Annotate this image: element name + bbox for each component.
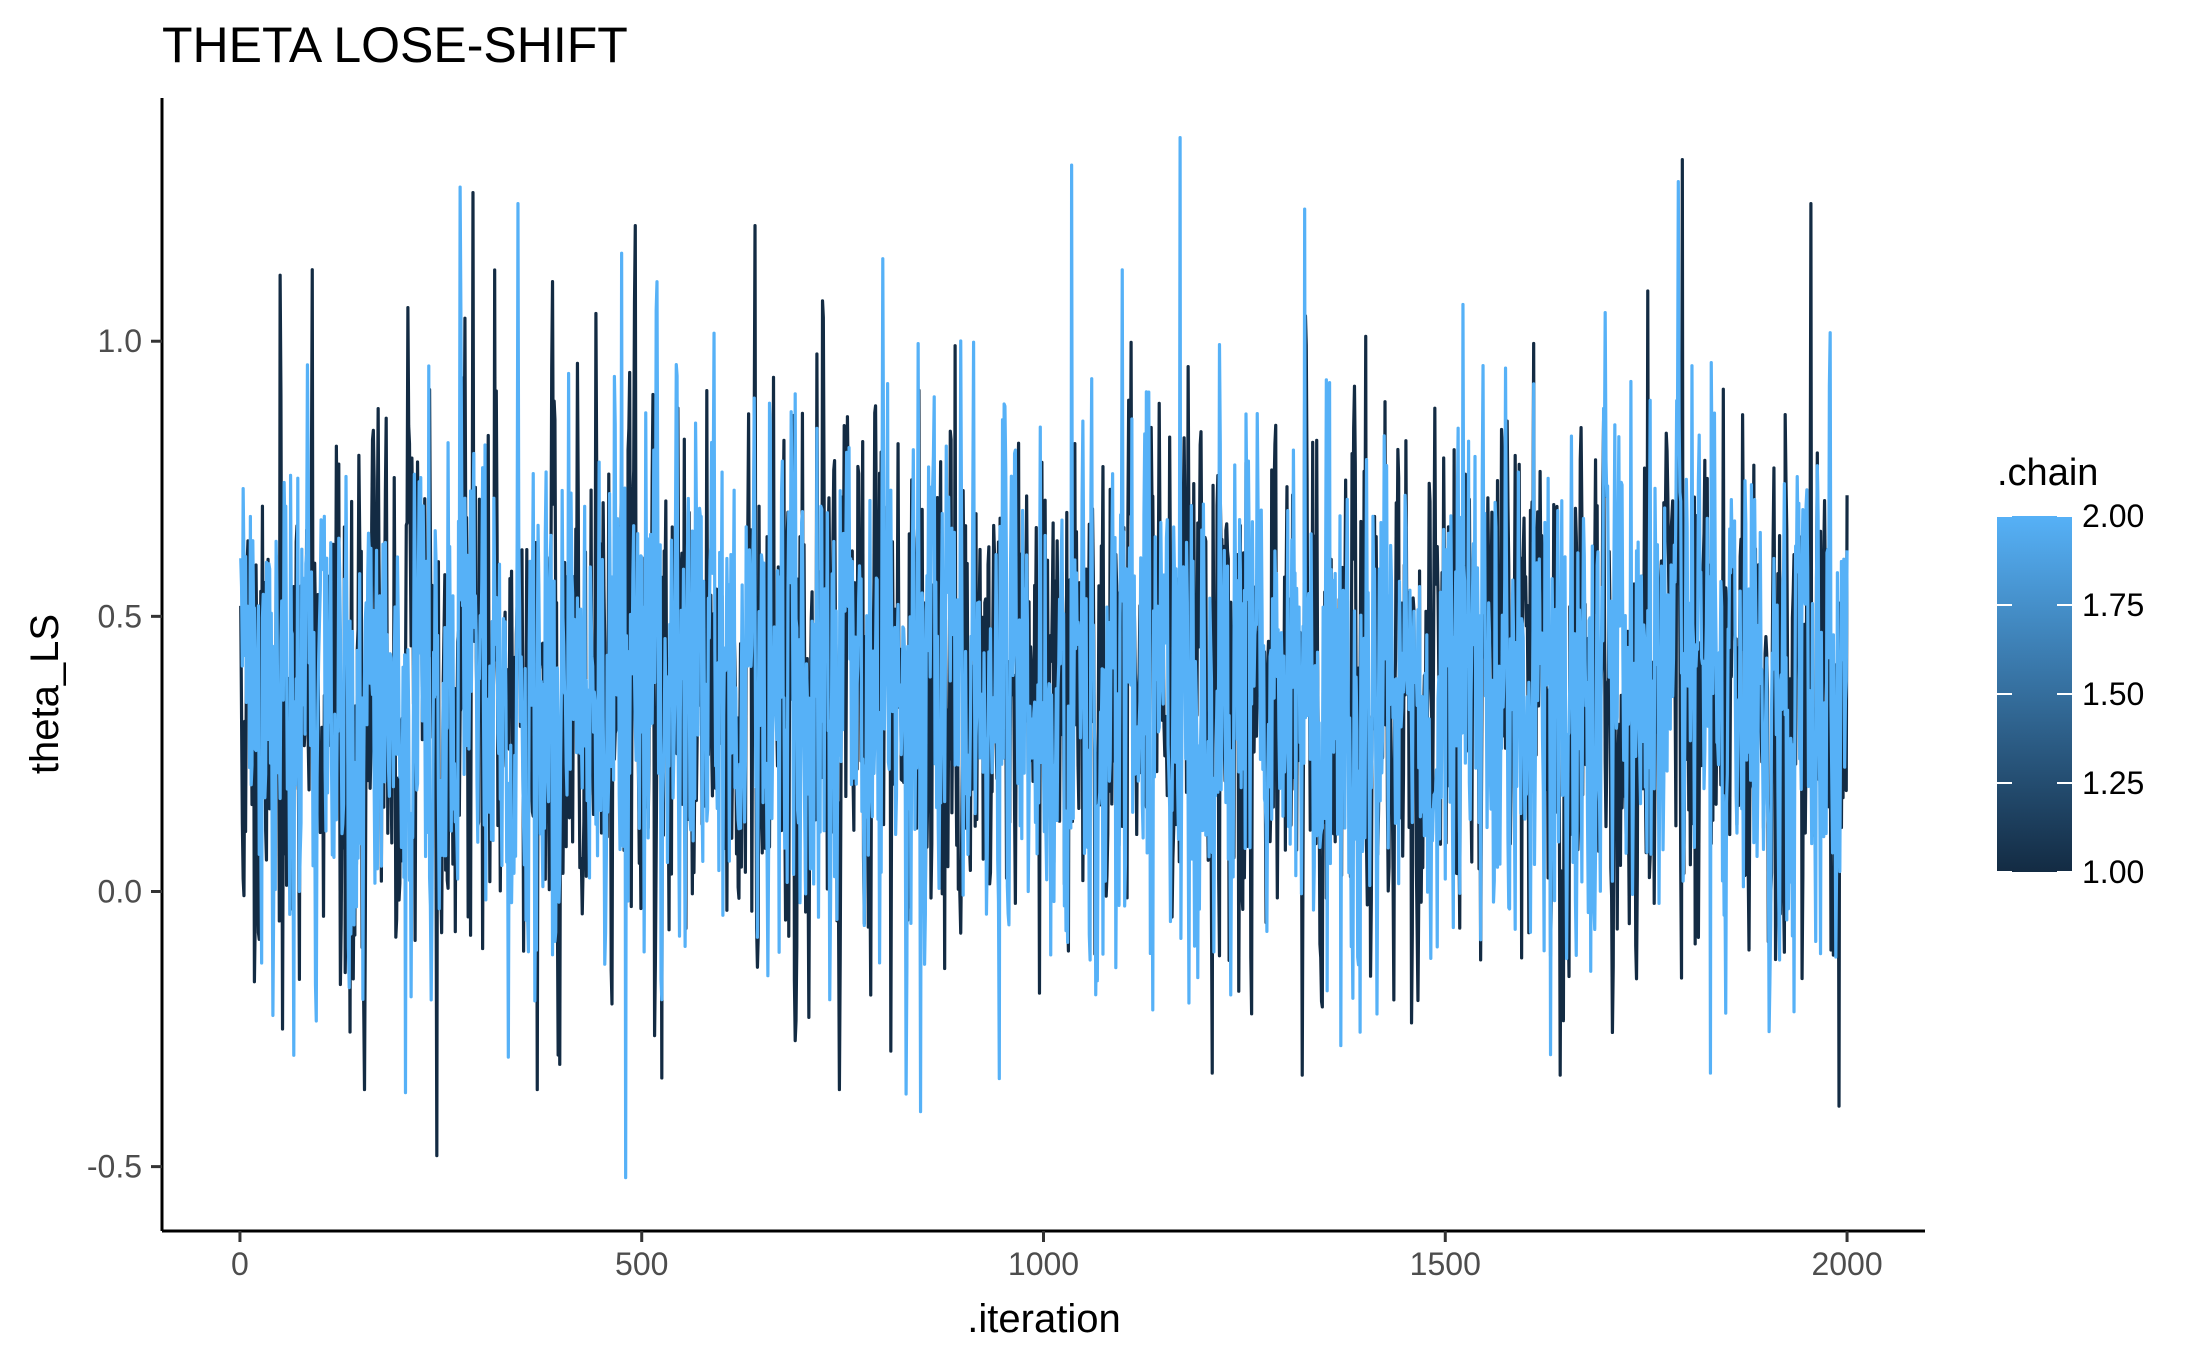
x-tick-label: 1000 [1008, 1246, 1079, 1282]
series-line-chain-2 [239, 136, 1849, 1180]
x-axis-title: .iteration [967, 1297, 1120, 1341]
y-tick-label: 0.0 [98, 873, 142, 909]
x-tick-label: 0 [231, 1246, 249, 1282]
x-tick-label: 500 [615, 1246, 668, 1282]
plot-area: 0 500 1000 1500 2000 -0.5 0.0 0.5 1.0 [87, 98, 1925, 1282]
y-axis-title: theta_LS [23, 614, 67, 774]
colorbar-tick-label: 1.50 [2082, 676, 2144, 712]
colorbar-tick-label: 1.00 [2082, 854, 2144, 890]
x-tick-label: 1500 [1410, 1246, 1481, 1282]
colorbar-tick-label: 1.25 [2082, 765, 2144, 801]
y-tick-label: 1.0 [98, 323, 142, 359]
colorbar-tick-label: 2.00 [2082, 498, 2144, 534]
colorbar-tick-label: 1.75 [2082, 587, 2144, 623]
color-legend: .chain 1.00 1.25 1.50 1.75 2.00 [1997, 452, 2144, 890]
chart-title: THETA LOSE-SHIFT [162, 17, 628, 73]
y-tick-label: 0.5 [98, 598, 142, 634]
legend-title: .chain [1997, 452, 2098, 494]
x-tick-label: 2000 [1811, 1246, 1882, 1282]
y-tick-label: -0.5 [87, 1149, 142, 1185]
